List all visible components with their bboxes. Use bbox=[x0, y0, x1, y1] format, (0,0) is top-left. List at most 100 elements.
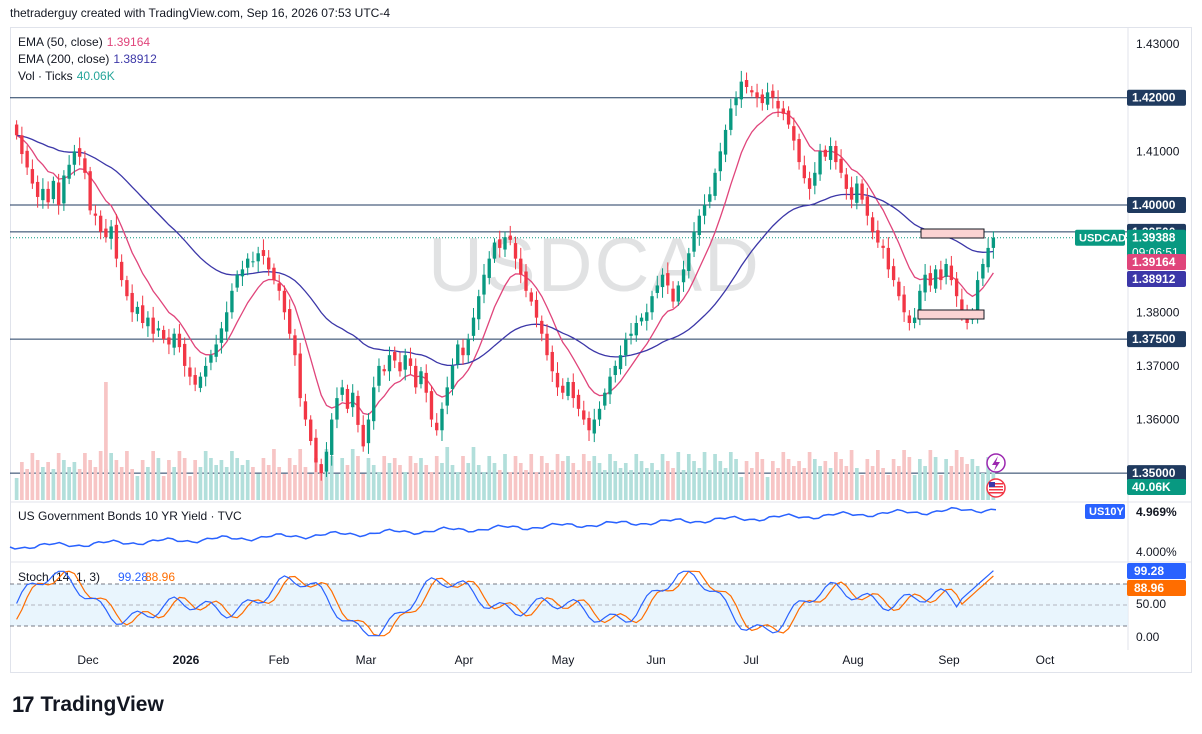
volume-bar-52 bbox=[287, 458, 292, 500]
volume-bar-79 bbox=[429, 472, 434, 500]
candle-170 bbox=[907, 310, 912, 331]
candle-45 bbox=[251, 251, 255, 268]
volume-bar-14 bbox=[88, 460, 92, 500]
candle-body bbox=[529, 292, 533, 302]
candle-159 bbox=[849, 176, 854, 209]
candle-body bbox=[282, 290, 287, 313]
volume-bar-139 bbox=[744, 461, 749, 500]
candle-body bbox=[240, 269, 245, 277]
candle-body bbox=[361, 424, 365, 447]
candle-17 bbox=[104, 218, 108, 243]
candle-103 bbox=[555, 362, 560, 396]
range-boxes bbox=[917, 228, 985, 320]
volume-bar-105 bbox=[566, 456, 570, 500]
candle-46 bbox=[256, 246, 260, 273]
candle-body bbox=[571, 382, 575, 399]
volume-bar-80 bbox=[434, 456, 439, 500]
volume-bar-179 bbox=[954, 450, 959, 500]
candle-body bbox=[156, 328, 161, 331]
volume-bar-111 bbox=[597, 463, 602, 500]
candle-35 bbox=[198, 372, 203, 393]
candle-26 bbox=[151, 306, 155, 343]
candle-body bbox=[319, 464, 323, 474]
candle-117 bbox=[629, 323, 633, 345]
legend-ema200[interactable]: EMA (200, close) 1.38912 bbox=[18, 52, 157, 66]
yield-panel: US Government Bonds 10 YR Yield · TVC US1… bbox=[9, 501, 1192, 559]
candle-56 bbox=[309, 415, 313, 446]
candle-64 bbox=[351, 384, 355, 417]
candle-body bbox=[750, 90, 754, 93]
candle-118 bbox=[634, 315, 638, 342]
legend-vol-value: 40.06K bbox=[76, 69, 115, 83]
candle-body bbox=[466, 339, 470, 356]
candle-121 bbox=[650, 290, 654, 320]
candle-110 bbox=[592, 408, 596, 443]
candle-body bbox=[435, 422, 439, 431]
volume-bar-40 bbox=[224, 467, 229, 500]
candle-body bbox=[482, 274, 486, 295]
resistance-box bbox=[920, 228, 985, 239]
volume-bar-57 bbox=[314, 458, 318, 500]
time-label-4: Apr bbox=[455, 653, 474, 667]
volume-bar-19 bbox=[114, 460, 119, 500]
volume-bar-6 bbox=[46, 462, 50, 500]
us-flag-stripe bbox=[989, 483, 1003, 485]
candle-body bbox=[876, 230, 880, 243]
candle-body bbox=[555, 372, 560, 388]
level-badge-text: 1.37500 bbox=[1132, 332, 1176, 346]
candle-84 bbox=[456, 340, 460, 369]
volume-bar-103 bbox=[555, 454, 560, 500]
volume-bar-110 bbox=[592, 456, 597, 500]
candle-63 bbox=[345, 384, 350, 414]
volume-bar-145 bbox=[776, 468, 780, 500]
candle-body bbox=[214, 344, 218, 357]
candle-42 bbox=[235, 270, 239, 292]
price-badges: 1.420001.400001.395001.375001.35000USDCA… bbox=[986, 89, 1186, 498]
candle-body bbox=[203, 365, 208, 377]
candle-160 bbox=[855, 176, 859, 210]
candle-body bbox=[182, 343, 187, 366]
volume-bar-20 bbox=[119, 467, 124, 500]
candle-body bbox=[839, 158, 843, 173]
candle-66 bbox=[361, 415, 365, 452]
volume-bar-155 bbox=[828, 468, 833, 500]
price-tick-4: 1.36000 bbox=[1136, 413, 1180, 427]
volume-bar-53 bbox=[293, 465, 297, 500]
candle-body bbox=[597, 408, 602, 420]
candle-39 bbox=[219, 321, 224, 354]
volume-bar-13 bbox=[83, 453, 87, 500]
tradingview-logo[interactable]: 17 TradingView bbox=[12, 692, 164, 718]
volume-bar-100 bbox=[539, 456, 544, 500]
candle-body bbox=[771, 90, 775, 98]
volume-bar-99 bbox=[534, 472, 539, 500]
candle-112 bbox=[603, 388, 607, 410]
stoch-d-badge-bg bbox=[1127, 580, 1186, 596]
us-flag-ring bbox=[986, 478, 1006, 498]
volume-bar-183 bbox=[975, 466, 980, 500]
legend-ema50[interactable]: EMA (50, close) 1.39164 bbox=[18, 35, 150, 49]
volume-bar-94 bbox=[508, 472, 513, 500]
volume-bar-141 bbox=[755, 452, 759, 500]
candle-125 bbox=[671, 281, 675, 308]
candle-139 bbox=[744, 72, 749, 94]
candle-body bbox=[135, 306, 140, 314]
legend-vol[interactable]: Vol · Ticks 40.06K bbox=[18, 69, 115, 83]
lightning-icon-glyph bbox=[992, 456, 1000, 471]
candle-21 bbox=[125, 275, 129, 301]
candle-19 bbox=[114, 214, 119, 268]
candle-15 bbox=[93, 205, 98, 226]
candle-body bbox=[88, 171, 92, 211]
candle-body bbox=[487, 258, 491, 278]
candle-body bbox=[870, 217, 875, 232]
candle-body bbox=[235, 274, 239, 288]
horizontal-levels bbox=[10, 97, 1128, 474]
candle-body bbox=[366, 419, 371, 444]
candle-body bbox=[14, 124, 19, 136]
candle-body bbox=[508, 235, 512, 240]
candle-108 bbox=[582, 400, 586, 425]
candle-body bbox=[172, 333, 176, 348]
candle-body bbox=[723, 129, 728, 155]
volume-bar-84 bbox=[455, 472, 460, 500]
candle-body bbox=[608, 376, 612, 395]
